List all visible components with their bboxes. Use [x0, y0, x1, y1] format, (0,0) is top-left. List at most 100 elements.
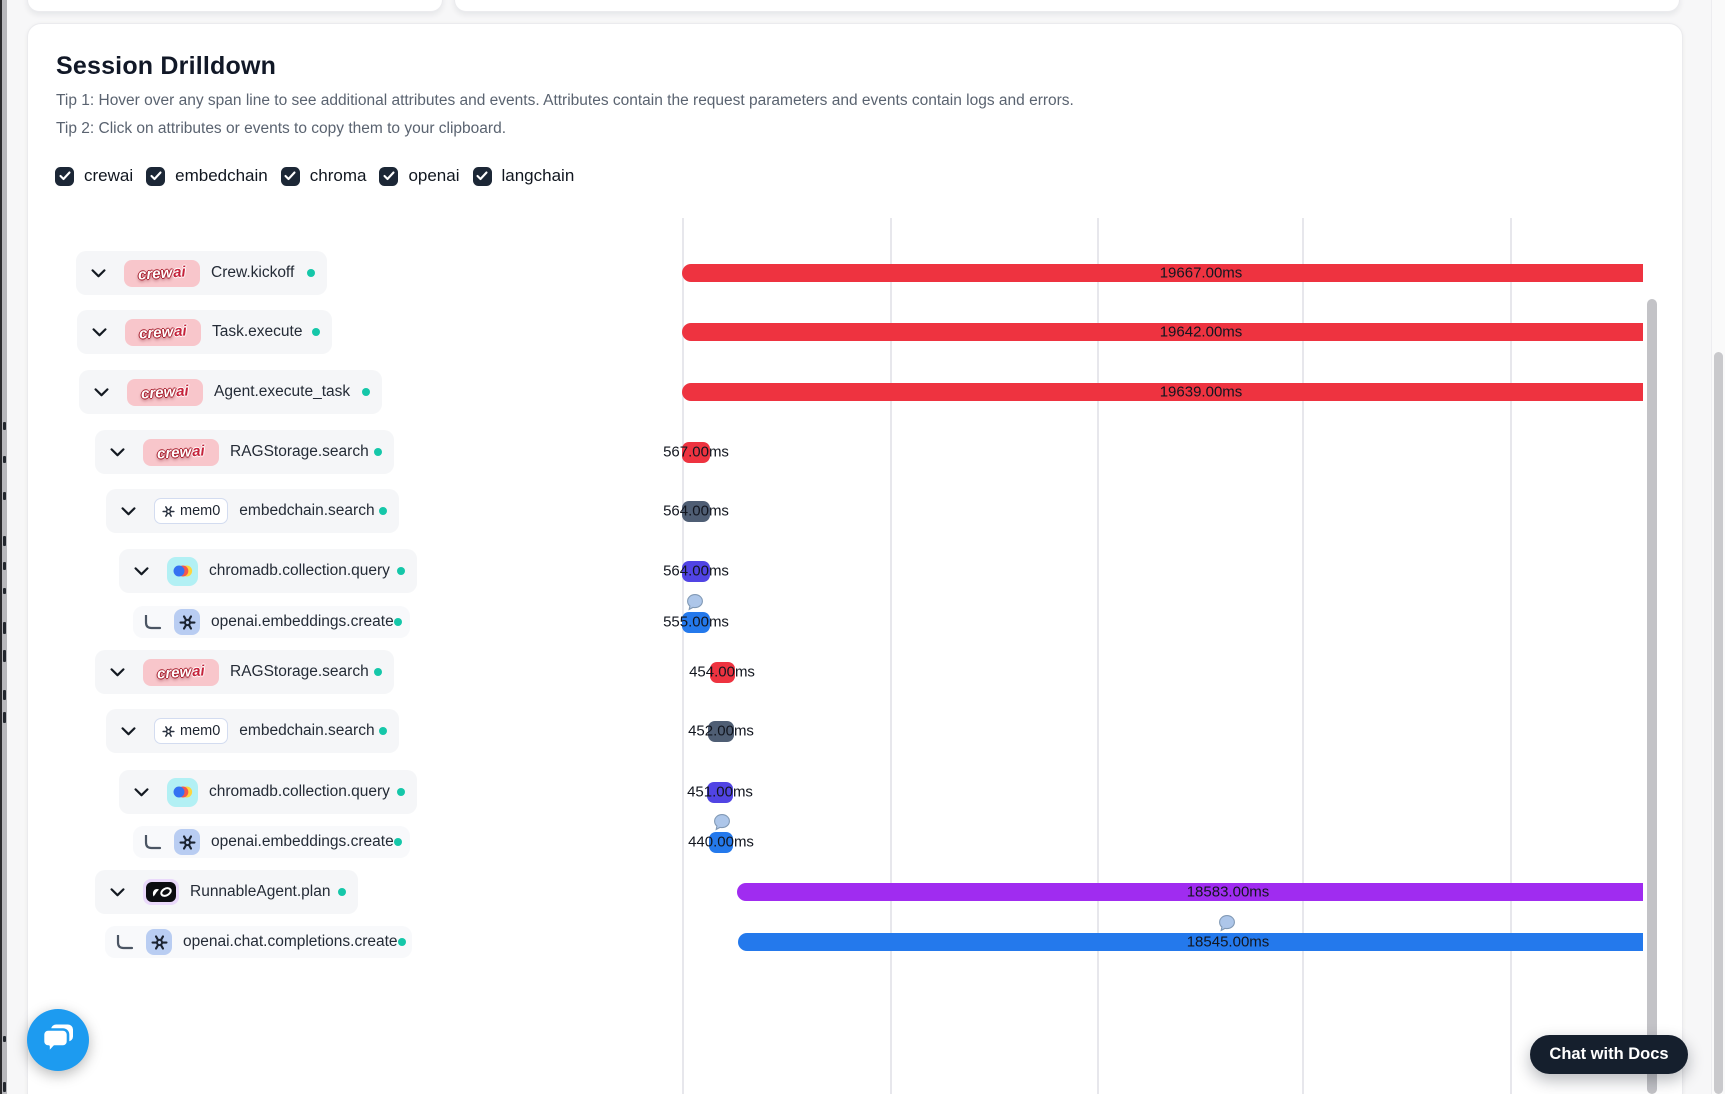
duration-bar[interactable]: [738, 933, 1643, 951]
chevron-down-icon[interactable]: [110, 447, 125, 457]
page-title: Session Drilldown: [56, 52, 277, 80]
status-dot: [379, 727, 387, 735]
crewai-logo: crew ai: [143, 438, 219, 466]
span-name: openai.chat.completions.create: [183, 933, 398, 950]
tree-elbow-icon: [144, 834, 162, 849]
span-label-pill[interactable]: crewai mem0: [79, 370, 382, 414]
span-label-pill[interactable]: crewai mem0: [119, 549, 417, 593]
sliver-text-fragment: [3, 712, 6, 723]
crewai-logo: crew ai: [124, 259, 200, 287]
mem0-logo: mem0: [154, 498, 229, 524]
filter-checkbox-langchain[interactable]: langchain: [472, 166, 575, 186]
event-bubble-icon[interactable]: [686, 593, 704, 611]
page-scrollbar-thumb[interactable]: [1714, 352, 1723, 1094]
openai-logo: [146, 929, 172, 955]
span-name: openai.embeddings.create: [211, 613, 394, 630]
filter-checkbox-embedchain[interactable]: embedchain: [146, 166, 268, 186]
openai-logo: [174, 609, 200, 635]
span-name: openai.embeddings.create: [211, 833, 394, 850]
openai-logo: [174, 829, 200, 855]
span-label-pill[interactable]: crewai mem0: [95, 650, 394, 694]
checkbox-checked-icon[interactable]: [146, 166, 166, 186]
chevron-down-icon[interactable]: [94, 387, 109, 397]
span-label-pill[interactable]: crewai mem0: [76, 251, 327, 295]
chat-with-docs-button[interactable]: Chat with Docs: [1530, 1035, 1688, 1074]
span-name: Agent.execute_task: [214, 383, 351, 400]
status-dot: [397, 567, 405, 575]
chevron-down-icon[interactable]: [121, 506, 136, 516]
duration-bar[interactable]: [682, 611, 710, 633]
chevron-down-icon[interactable]: [121, 726, 136, 736]
chat-widget-button[interactable]: [27, 1009, 89, 1071]
span-name: embedchain.search: [239, 502, 375, 519]
mem0-knot-icon: [162, 725, 175, 737]
filter-checkbox-chroma[interactable]: chroma: [280, 166, 366, 186]
waterfall-scrollbar-thumb[interactable]: [1647, 299, 1657, 1094]
duration-bar[interactable]: [737, 883, 1643, 901]
filter-checkbox-openai[interactable]: openai: [379, 166, 460, 186]
sliver-text-fragment: [3, 422, 6, 430]
sliver-text-fragment: [3, 588, 6, 594]
chevron-down-icon[interactable]: [91, 268, 106, 278]
status-dot: [374, 448, 382, 456]
checkbox-checked-icon[interactable]: [280, 166, 300, 186]
span-label-pill[interactable]: crewai mem0: [119, 770, 417, 814]
checkbox-checked-icon[interactable]: [472, 166, 492, 186]
filter-label: embedchain: [175, 166, 268, 185]
checkbox-checked-icon[interactable]: [379, 166, 399, 186]
sliver-text-fragment: [3, 650, 6, 662]
span-name: RunnableAgent.plan: [190, 883, 331, 900]
chevron-down-icon[interactable]: [110, 887, 125, 897]
checkbox-checked-icon[interactable]: [55, 166, 74, 186]
top-card-partial-left: [27, 0, 443, 12]
mem0-wordmark: mem0: [180, 723, 221, 739]
chevron-down-icon[interactable]: [134, 566, 149, 576]
mem0-logo: mem0: [154, 718, 229, 744]
span-label-pill[interactable]: crewai mem0: [95, 870, 358, 914]
event-bubble-icon[interactable]: [1218, 914, 1236, 932]
integration-filters: crewai embedchain chroma openai langchai…: [55, 166, 574, 186]
tree-elbow-icon: [116, 934, 134, 949]
chevron-down-icon[interactable]: [92, 327, 107, 337]
status-dot: [397, 938, 406, 946]
duration-bar[interactable]: [707, 781, 733, 803]
chroma-logo: [167, 777, 198, 807]
crewai-logo: crew ai: [125, 318, 201, 346]
span-label-pill[interactable]: crewai mem0: [133, 826, 410, 858]
status-dot: [379, 507, 387, 515]
span-name: Crew.kickoff: [211, 264, 295, 281]
duration-bar[interactable]: [682, 560, 710, 582]
span-label-pill[interactable]: crewai mem0: [106, 709, 399, 753]
chevron-down-icon[interactable]: [134, 787, 149, 797]
filter-checkbox-crewai[interactable]: crewai: [55, 166, 133, 186]
crewai-logo: crew ai: [143, 658, 219, 686]
sliver-text-fragment: [3, 690, 6, 700]
span-label-pill[interactable]: crewai mem0: [106, 489, 399, 533]
duration-bar[interactable]: [709, 831, 733, 853]
status-dot: [307, 269, 315, 277]
span-label-pill[interactable]: crewai mem0: [95, 430, 394, 474]
span-label-pill[interactable]: crewai mem0: [105, 926, 412, 958]
status-dot: [397, 788, 405, 796]
span-label-pill[interactable]: crewai mem0: [133, 606, 410, 638]
span-name: Task.execute: [212, 323, 303, 340]
duration-bar[interactable]: [682, 323, 1643, 341]
duration-bar[interactable]: [682, 500, 710, 522]
chevron-down-icon[interactable]: [110, 667, 125, 677]
filter-label: langchain: [501, 166, 575, 185]
duration-bar[interactable]: [708, 720, 734, 742]
duration-bar[interactable]: [682, 383, 1643, 401]
status-dot: [374, 668, 382, 676]
event-bubble-icon[interactable]: [713, 813, 731, 831]
duration-bar[interactable]: [710, 661, 735, 683]
mem0-wordmark: mem0: [180, 503, 221, 519]
duration-bar[interactable]: [682, 264, 1643, 282]
sliver-text-fragment: [3, 562, 6, 570]
sliver-text-fragment: [3, 622, 6, 634]
duration-bar[interactable]: [682, 441, 710, 463]
status-dot: [393, 838, 402, 846]
span-label-pill[interactable]: crewai mem0: [77, 310, 332, 354]
span-name: chromadb.collection.query: [209, 783, 390, 800]
